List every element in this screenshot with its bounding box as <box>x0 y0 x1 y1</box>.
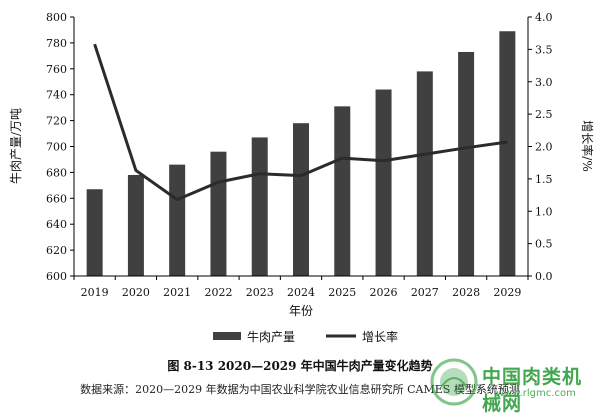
right-tick-label: 3.5 <box>535 43 553 56</box>
bar <box>416 71 433 276</box>
bar <box>127 174 144 276</box>
line-series <box>93 43 508 202</box>
data-source-note: 数据来源：2020—2029 年数据为中国农业科学院农业信息研究所 CAMES … <box>80 383 520 396</box>
x-axis-title: 年份 <box>289 304 313 318</box>
left-tick-label: 760 <box>46 63 67 76</box>
bar <box>458 51 475 277</box>
bar <box>499 31 516 277</box>
x-tick-label: 2029 <box>493 286 521 299</box>
x-axis-ticks: 2019 2020 2021 2022 2023 2024 2025 2026 2027 2028… <box>73 276 529 299</box>
right-axis-ticks: 0.0 0.5 1.0 1.5 2.0 2.5 3.0 3.5 4.0 <box>528 11 553 283</box>
right-tick-label: 4.0 <box>535 11 553 24</box>
right-tick-label: 0.0 <box>535 270 553 283</box>
right-tick-label: 1.0 <box>535 205 553 218</box>
left-tick-label: 800 <box>46 11 67 24</box>
right-tick-label: 2.5 <box>535 108 553 121</box>
left-tick-label: 620 <box>46 244 67 257</box>
left-tick-label: 780 <box>46 37 67 50</box>
right-tick-label: 2.0 <box>535 141 553 154</box>
left-tick-label: 660 <box>46 192 67 205</box>
left-tick-label: 720 <box>46 115 67 128</box>
left-axis-ticks: 600 620 640 660 680 700 720 740 760 780 800 <box>46 11 74 283</box>
left-axis-title: 牛肉产量/万吨 <box>8 108 23 184</box>
right-axis-title: 增长率/% <box>580 120 595 171</box>
left-tick-label: 680 <box>46 166 67 179</box>
right-tick-label: 3.0 <box>535 76 553 89</box>
left-tick-label: 640 <box>46 218 67 231</box>
bar-series <box>86 31 516 277</box>
right-tick-label: 0.5 <box>535 238 553 251</box>
chart-canvas: 600 620 640 660 680 700 720 740 760 780 800 0.0 0.5… <box>8 11 595 344</box>
x-tick-label: 2020 <box>122 286 150 299</box>
x-tick-label: 2025 <box>328 286 356 299</box>
x-tick-label: 2021 <box>163 286 191 299</box>
growth-rate-line <box>93 43 508 202</box>
x-tick-label: 2023 <box>246 286 274 299</box>
left-tick-label: 740 <box>46 89 67 102</box>
bar <box>169 164 186 276</box>
bar <box>334 106 351 276</box>
legend-label-line: 增长率 <box>362 329 398 344</box>
legend-label-bar: 牛肉产量 <box>247 329 295 344</box>
right-tick-label: 1.5 <box>535 173 553 186</box>
x-tick-label: 2028 <box>452 286 480 299</box>
left-tick-label: 600 <box>46 270 67 283</box>
bar <box>375 89 392 277</box>
x-tick-label: 2022 <box>204 286 232 299</box>
figure-caption: 图 8-13 2020—2029 年中国牛肉产量变化趋势 <box>167 359 433 373</box>
bar <box>86 189 103 276</box>
left-tick-label: 700 <box>46 141 67 154</box>
legend-swatch-bar <box>213 332 241 340</box>
bar <box>251 137 268 276</box>
bar <box>293 123 309 276</box>
x-tick-label: 2024 <box>287 286 315 299</box>
x-tick-label: 2026 <box>370 286 398 299</box>
bar <box>210 151 227 276</box>
x-tick-label: 2027 <box>411 286 439 299</box>
x-tick-label: 2019 <box>81 286 109 299</box>
legend: 牛肉产量 增长率 <box>213 329 398 344</box>
